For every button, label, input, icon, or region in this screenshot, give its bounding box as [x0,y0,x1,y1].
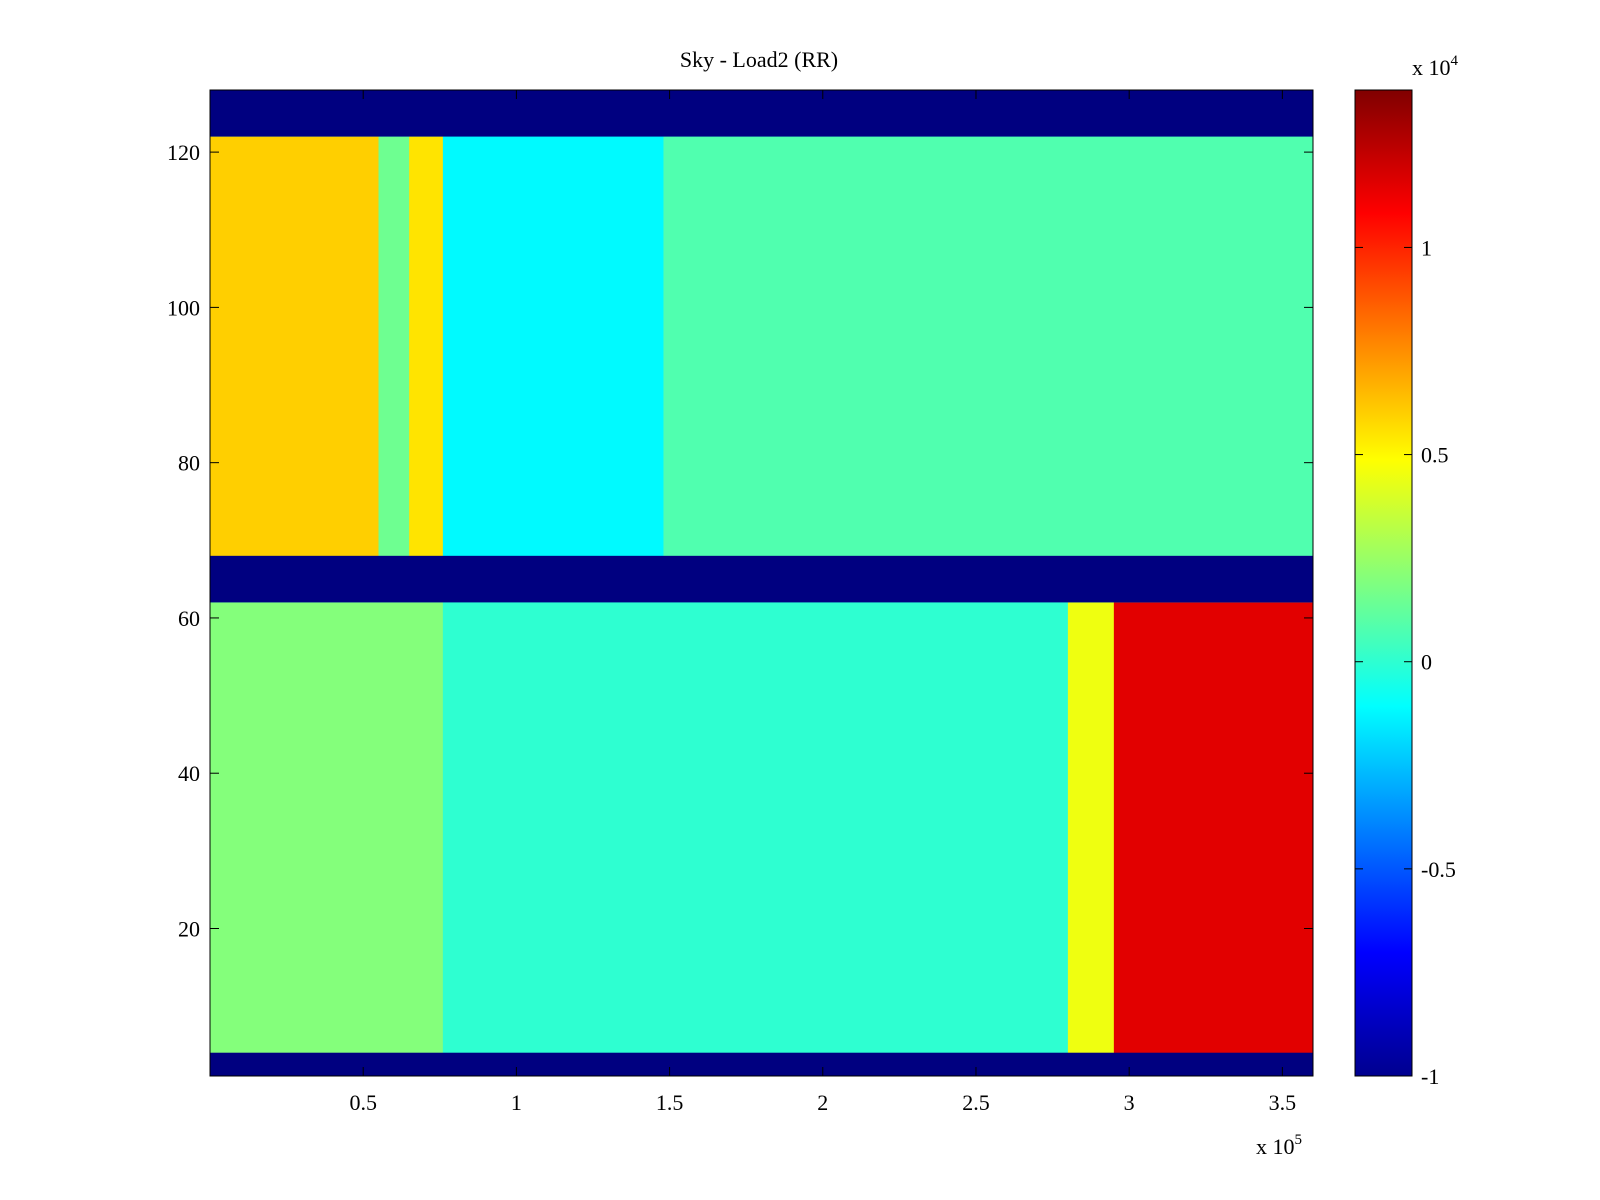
y-tick-label: 20 [178,916,200,941]
x-tick-label: 2 [817,1090,828,1115]
masked-band-3 [210,90,1313,137]
y-tick-label: 100 [167,295,200,320]
heatmap-region-1 [210,136,380,557]
plot-frame [209,89,1314,1077]
colorbar: -1 -0.5 0 0.5 1 x 104 [1354,53,1459,1089]
colorbar-tick-label: 1 [1421,235,1432,260]
masked-band-1 [210,1052,1313,1076]
heatmap-cells [210,90,1313,1076]
heatmap-region-6 [210,602,444,1054]
x-axis-ticks: 0.5 1 1.5 2 2.5 3 3.5 [349,90,1296,1115]
y-tick-label: 120 [167,140,200,165]
colorbar-exponent-label: x 104 [1412,53,1459,80]
colorbar-gradient [1354,89,1413,1077]
colorbar-ticks: -1 -0.5 0 0.5 1 [1355,235,1456,1089]
y-tick-label: 40 [178,761,200,786]
x-tick-label: 0.5 [349,1090,377,1115]
heatmap-region-8 [1067,602,1115,1054]
x-tick-label: 3.5 [1269,1090,1297,1115]
heatmap-region-2 [378,136,410,557]
heatmap-region-3 [409,136,444,557]
colorbar-tick-label: 0 [1421,650,1432,675]
plot-area: 0.5 1 1.5 2 2.5 3 3.5 20 40 60 80 100 120 [167,89,1314,1115]
colorbar-tick-label: 0.5 [1421,443,1449,468]
colorbar-tick-label: -0.5 [1421,857,1456,882]
colorbar-tick-label: -1 [1421,1064,1439,1089]
chart-title: Sky - Load2 (RR) [680,47,838,72]
y-tick-label: 80 [178,451,200,476]
heatmap-region-4 [442,136,664,557]
x-exponent-power: 5 [1295,1132,1303,1148]
masked-band-2 [210,555,1313,603]
x-exponent-label: x 105 [1256,1132,1302,1159]
heatmap-region-7 [442,602,1069,1054]
colorbar-exponent-power: 4 [1451,53,1459,69]
colorbar-exponent-base: x 10 [1412,55,1451,80]
x-tick-label: 3 [1124,1090,1135,1115]
x-tick-label: 2.5 [962,1090,990,1115]
heatmap-region-9 [1113,602,1313,1054]
x-tick-label: 1.5 [656,1090,684,1115]
x-exponent-base: x 10 [1256,1134,1295,1159]
y-axis-ticks: 20 40 60 80 100 120 [167,140,1313,941]
heatmap-region-5 [663,136,1313,557]
y-tick-label: 60 [178,606,200,631]
x-tick-label: 1 [511,1090,522,1115]
